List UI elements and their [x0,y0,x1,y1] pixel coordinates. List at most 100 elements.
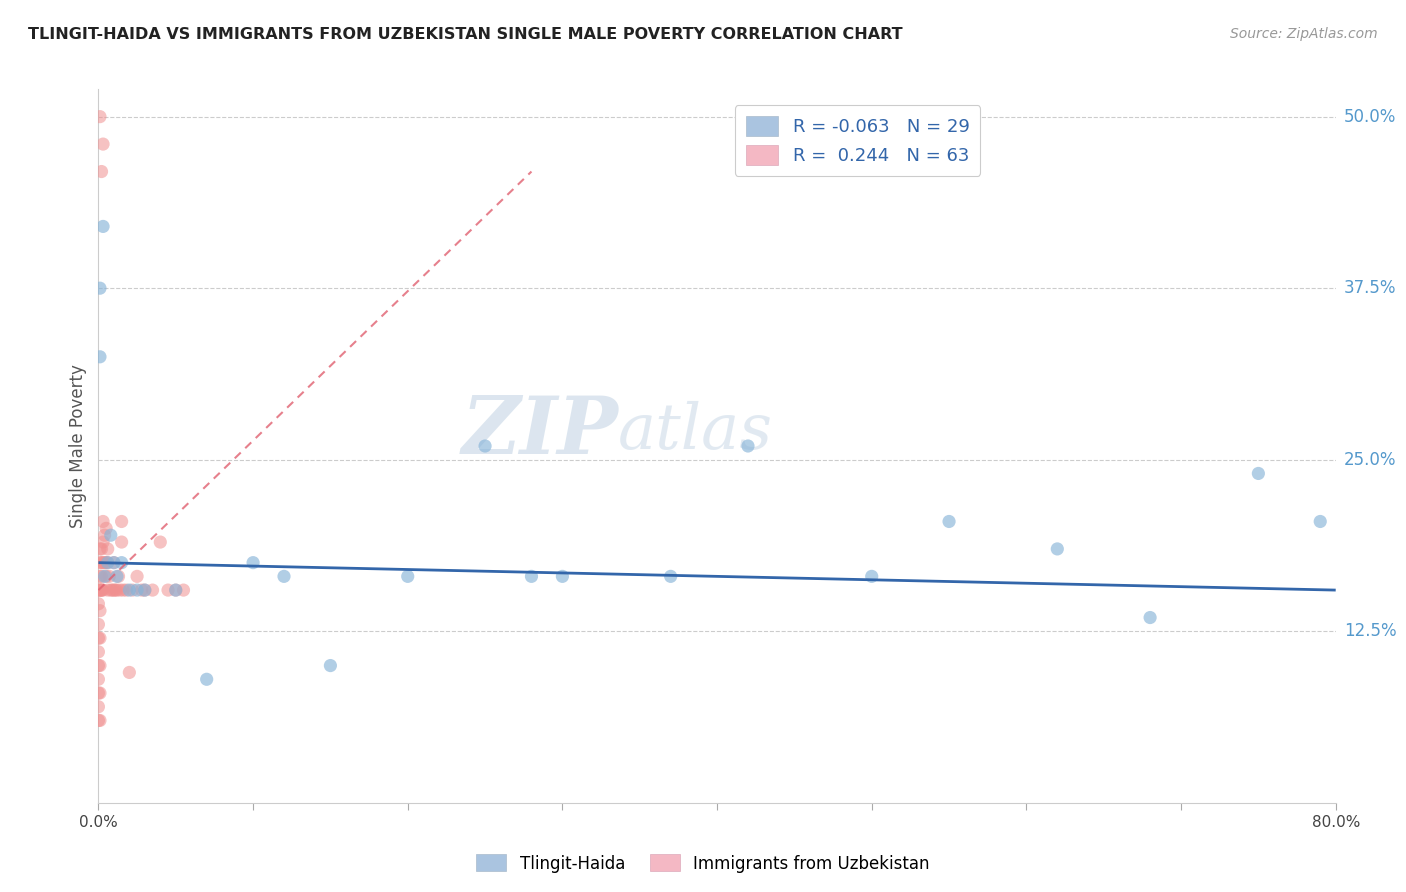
Point [93,569,115,583]
Point [474,439,496,453]
Point [101,583,124,598]
Point [87,617,110,632]
Text: 37.5%: 37.5% [1344,279,1396,297]
Point [121,583,143,598]
Point [107,569,129,583]
Point [90,164,112,178]
Point [87,714,110,728]
Point [127,583,149,598]
Point [89,686,111,700]
Point [89,110,111,124]
Point [149,535,172,549]
Point [165,583,187,598]
Point [97,556,120,570]
Point [87,645,110,659]
Point [89,583,111,598]
Point [938,515,960,529]
Point [87,583,110,598]
Point [96,569,118,583]
Point [551,569,574,583]
Point [96,556,118,570]
Point [91,219,114,234]
Point [737,439,759,453]
Point [111,515,132,529]
Point [89,631,111,645]
Point [90,569,112,583]
Point [96,521,118,535]
Point [860,569,883,583]
Point [273,569,295,583]
Point [105,583,128,598]
Point [157,583,180,598]
Point [90,583,112,598]
Text: TLINGIT-HAIDA VS IMMIGRANTS FROM UZBEKISTAN SINGLE MALE POVERTY CORRELATION CHAR: TLINGIT-HAIDA VS IMMIGRANTS FROM UZBEKIS… [28,27,903,42]
Point [118,583,141,598]
Point [97,583,120,598]
Point [90,541,112,556]
Point [165,583,187,598]
Point [104,583,127,598]
Text: 12.5%: 12.5% [1344,623,1396,640]
Point [91,583,114,598]
Point [87,686,110,700]
Point [1139,610,1161,624]
Point [111,556,132,570]
Point [97,541,120,556]
Point [87,597,110,611]
Point [659,569,682,583]
Point [89,658,111,673]
Text: 50.0%: 50.0% [1344,108,1396,126]
Point [127,569,149,583]
Point [89,604,111,618]
Point [100,583,122,598]
Point [98,569,121,583]
Point [100,528,122,542]
Point [87,658,110,673]
Point [242,556,264,570]
Point [89,556,111,570]
Point [89,281,111,295]
Point [520,569,543,583]
Point [97,556,120,570]
Point [87,631,110,645]
Text: Source: ZipAtlas.com: Source: ZipAtlas.com [1230,27,1378,41]
Point [172,583,194,598]
Point [91,556,114,570]
Point [396,569,419,583]
Y-axis label: Single Male Poverty: Single Male Poverty [69,364,87,528]
Point [195,673,218,687]
Point [89,583,111,598]
Legend: R = -0.063   N = 29, R =  0.244   N = 63: R = -0.063 N = 29, R = 0.244 N = 63 [735,105,980,176]
Point [89,714,111,728]
Point [108,583,131,598]
Point [90,583,112,598]
Point [91,137,114,152]
Point [103,556,125,570]
Point [91,515,114,529]
Point [89,350,111,364]
Point [1046,541,1069,556]
Legend: Tlingit-Haida, Immigrants from Uzbekistan: Tlingit-Haida, Immigrants from Uzbekista… [470,847,936,880]
Point [118,665,141,680]
Point [1247,467,1270,481]
Point [103,556,125,570]
Point [89,541,111,556]
Point [90,556,112,570]
Point [91,535,114,549]
Text: atlas: atlas [619,401,773,463]
Point [319,658,342,673]
Point [93,556,115,570]
Point [115,583,138,598]
Point [87,699,110,714]
Point [134,583,156,598]
Point [111,535,132,549]
Point [103,583,125,598]
Point [112,583,135,598]
Point [105,569,128,583]
Text: ZIP: ZIP [461,393,619,470]
Point [131,583,153,598]
Text: 25.0%: 25.0% [1344,450,1396,468]
Point [141,583,165,598]
Point [134,583,156,598]
Point [89,569,111,583]
